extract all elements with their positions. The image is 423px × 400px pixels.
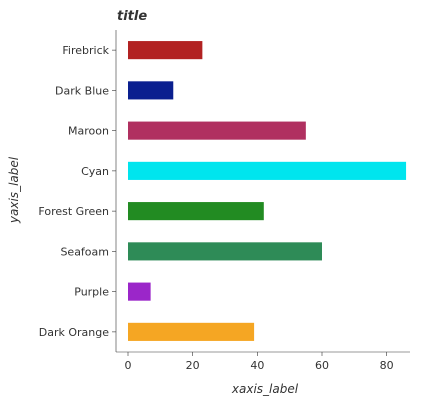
y-tick-label: Dark Blue [55, 84, 109, 97]
bar-cyan [128, 161, 407, 180]
x-tick-label: 80 [380, 359, 394, 372]
bar-dark-blue [128, 81, 174, 100]
y-tick-label: Firebrick [62, 44, 109, 57]
x-ticks-layer: 0 20 40 60 80 [125, 352, 394, 372]
y-tick-label: Seafoam [60, 245, 109, 258]
x-tick-label: 20 [186, 359, 200, 372]
x-tick-label: 0 [125, 359, 132, 372]
bars-layer [128, 41, 407, 341]
y-tick-label: Cyan [81, 165, 109, 178]
y-ticks-layer: Dark Orange Purple Seafoam Forest Green Cyan… [38, 44, 116, 339]
y-tick-label: Forest Green [38, 205, 109, 218]
bar-purple [128, 282, 151, 301]
bar-dark-orange [128, 322, 255, 341]
x-tick-label: 40 [250, 359, 264, 372]
x-tick-label: 60 [315, 359, 329, 372]
y-tick-label: Maroon [68, 125, 109, 138]
y-tick-label: Purple [74, 286, 109, 299]
y-axis-title: yaxis_label [7, 156, 21, 224]
bar-forest-green [128, 202, 264, 221]
bar-maroon [128, 121, 306, 140]
y-tick-label: Dark Orange [39, 326, 109, 339]
chart-title: title [117, 9, 147, 24]
bar-seafoam [128, 242, 322, 261]
x-axis-title: xaxis_label [231, 382, 299, 396]
bar-firebrick [128, 41, 203, 60]
